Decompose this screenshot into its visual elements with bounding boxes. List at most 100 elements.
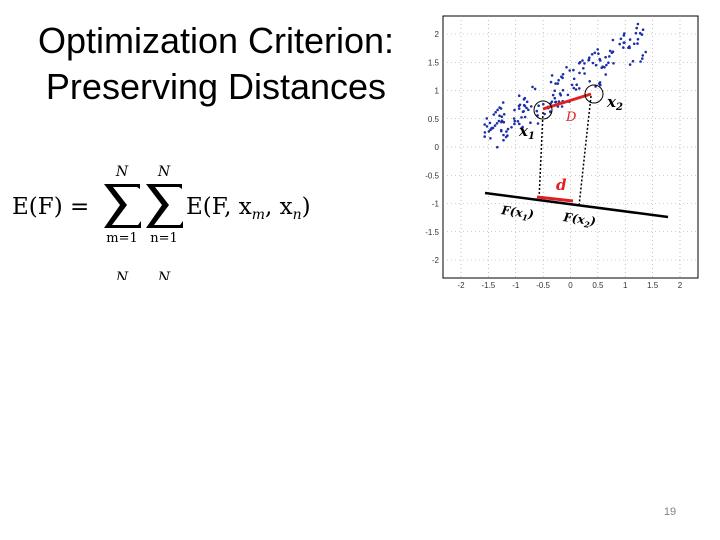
scatter-point [590, 53, 594, 56]
scatter-point [502, 133, 505, 137]
scatter-point [641, 57, 644, 60]
scatter-point [554, 100, 558, 104]
scatter-point [607, 61, 610, 64]
scatter-point [634, 31, 638, 35]
scatter-point [483, 131, 487, 134]
sum2-sigma [146, 184, 183, 228]
scatter-point [498, 106, 501, 109]
x-tick-label: 1 [623, 281, 628, 290]
sum1-upper: N [115, 164, 129, 180]
scatter-point [516, 120, 520, 123]
scatter-point [622, 41, 626, 44]
scatter-points [483, 22, 647, 149]
scatter-point [587, 59, 590, 62]
scatter-point [641, 28, 645, 31]
scatter-point [493, 124, 497, 127]
scatter-point [574, 88, 578, 91]
scatter-point [640, 33, 644, 36]
scatter-point [535, 109, 539, 113]
scatter-point [572, 86, 576, 90]
scatter-point [496, 145, 499, 149]
scatter-point [572, 68, 575, 72]
formula-rhs: E(F, xm, xn) [186, 194, 311, 223]
scatter-point [558, 92, 562, 95]
scatter-point [628, 46, 631, 50]
sum1-sigma [104, 184, 141, 228]
projection-line [484, 191, 669, 219]
scatter-point [501, 101, 505, 104]
scatter-point [641, 54, 645, 57]
scatter-point [529, 121, 532, 124]
scatter-point [485, 125, 489, 128]
scatter-point [517, 94, 521, 97]
scatter-point [575, 83, 578, 86]
scatter-point [531, 85, 534, 89]
projection-guide-x2 [578, 95, 592, 207]
scatter-point [578, 87, 581, 90]
y-tick-label: -1 [432, 200, 440, 209]
scatter-point [598, 81, 602, 84]
formula-second-line-upper-1: N [115, 270, 129, 280]
scatter-point [488, 121, 492, 125]
scatter-point [523, 96, 527, 100]
x-tick-labels: -2 -1.5 -1 -0.5 0 0.5 1 1.5 2 [457, 281, 682, 290]
scatter-point [636, 42, 639, 45]
scatter-point [594, 85, 597, 88]
scatter-point [550, 74, 554, 77]
scatter-point [581, 59, 584, 62]
distance-preservation-figure: 2 1.5 1 0.5 0 -0.5 -1 -1.5 -2 -2 -1.5 -1 -0.5 0 0.5 1 1… [425, 15, 699, 290]
scatter-point [583, 62, 586, 65]
y-tick-label: 1 [435, 87, 440, 96]
scatter-point [622, 34, 626, 37]
slide-title-line-2: Preserving Distances [45, 66, 387, 107]
scatter-point [622, 46, 625, 49]
x-tick-label: 0.5 [592, 281, 604, 290]
scatter-point [578, 71, 581, 75]
y-tick-label: -0.5 [425, 171, 439, 180]
scatter-point [601, 65, 604, 68]
scatter-point [628, 38, 632, 41]
sum2-lower: n=1 [150, 231, 178, 246]
label-D: D [565, 110, 577, 125]
scatter-point [593, 51, 597, 55]
scatter-point [510, 126, 513, 129]
scatter-point [523, 104, 527, 108]
scatter-point [494, 110, 497, 114]
scatter-point [570, 83, 574, 87]
scatter-point [502, 120, 506, 124]
scatter-point [483, 135, 486, 138]
scatter-point [556, 82, 560, 85]
x-tick-label: -1 [512, 281, 520, 290]
scatter-point [561, 76, 564, 80]
point-x1-circle [533, 100, 553, 120]
scatter-point [618, 42, 621, 46]
scatter-point [495, 122, 499, 125]
x-tick-label: 0 [568, 281, 573, 290]
scatter-point [561, 73, 565, 76]
scatter-point [502, 113, 506, 116]
x-tick-label: 2 [678, 281, 683, 290]
y-tick-label: 2 [435, 30, 440, 39]
scatter-point [588, 80, 591, 83]
scatter-point [504, 135, 508, 139]
scatter-point [500, 120, 503, 124]
x-tick-label: -1.5 [481, 281, 495, 290]
scatter-point [636, 22, 640, 26]
scatter-point [611, 38, 615, 42]
label-F-x2: F(x2) [561, 210, 597, 231]
scatter-point [554, 82, 557, 85]
y-tick-label: -1.5 [425, 228, 439, 237]
y-tick-label: -2 [432, 256, 440, 265]
scatter-point [543, 112, 546, 116]
scatter-point [604, 73, 607, 76]
label-x2: x2 [606, 93, 623, 113]
scatter-point [492, 113, 496, 116]
scatter-point [483, 123, 486, 126]
slide-title-line-1: Optimization Criterion: [37, 20, 395, 61]
sum1-lower: m=1 [106, 231, 138, 246]
scatter-point [594, 63, 598, 67]
formula-lhs: E(F) = [12, 194, 89, 220]
scatter-point [605, 63, 608, 67]
scatter-point [500, 115, 504, 118]
scatter-point [525, 100, 529, 104]
